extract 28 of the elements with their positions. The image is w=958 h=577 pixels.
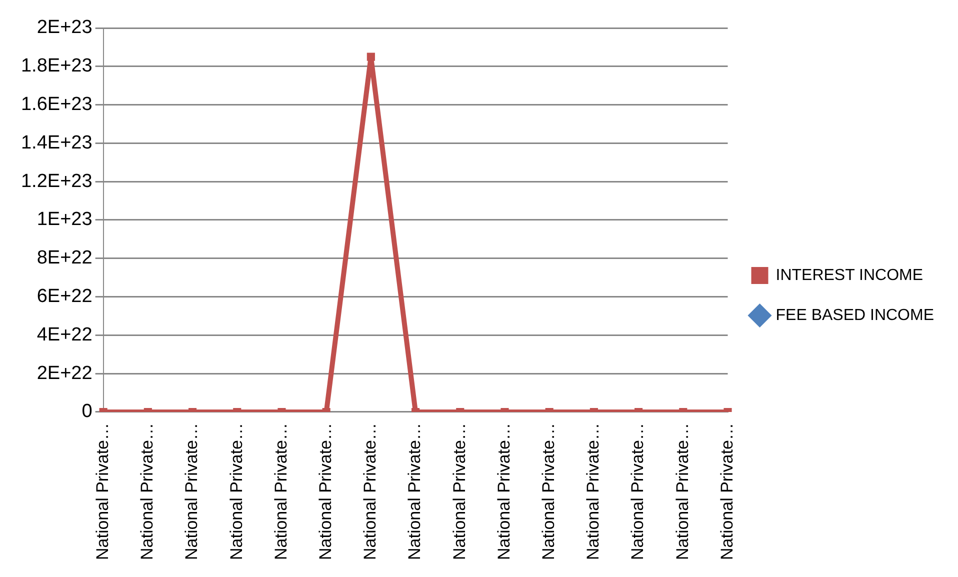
x-tick-label: National Private… — [450, 422, 469, 560]
x-tick-label: National Private… — [316, 422, 336, 560]
y-tick-label: 1.4E+23 — [20, 132, 92, 154]
y-tick-label: 4E+22 — [36, 324, 92, 346]
y-tick-label: 8E+22 — [36, 248, 92, 269]
y-tick-label: 0 — [82, 401, 92, 422]
y-tick-label: 6E+22 — [36, 286, 92, 308]
x-tick-label: National Private… — [717, 422, 736, 560]
x-tick-label: National Private… — [405, 422, 424, 560]
y-tick-label: 1.6E+23 — [20, 94, 92, 116]
x-tick-label: National Private… — [672, 422, 692, 560]
legend-label: FEE BASED INCOME — [776, 306, 934, 324]
x-tick-label: National Private… — [628, 422, 648, 560]
y-tick-label: 1E+23 — [36, 209, 92, 230]
y-tick-label: 1.8E+23 — [20, 56, 92, 77]
y-tick-label: 2E+22 — [36, 362, 92, 384]
x-tick-label: National Private… — [271, 422, 290, 560]
y-tick-label: 2E+23 — [36, 17, 92, 38]
x-tick-label: National Private… — [360, 422, 380, 560]
x-tick-label: National Private… — [226, 422, 246, 560]
x-tick-label: National Private… — [539, 422, 558, 560]
x-tick-label: National Private… — [182, 422, 202, 560]
x-tick-label: National Private… — [584, 422, 603, 560]
x-tick-label: National Private… — [93, 422, 112, 560]
x-tick-label: National Private… — [138, 422, 157, 560]
x-tick-label: National Private… — [494, 422, 514, 560]
y-tick-label: 1.2E+23 — [20, 170, 92, 192]
legend-label: INTEREST INCOME — [776, 266, 924, 284]
